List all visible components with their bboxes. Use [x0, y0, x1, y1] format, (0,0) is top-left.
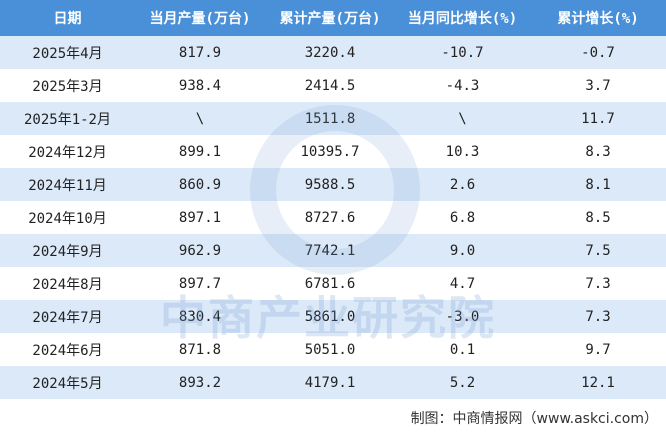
table-cell: 0.1: [449, 341, 476, 358]
table-cell: 2024年7月: [0, 300, 135, 333]
table-cell: 10.3: [445, 143, 480, 160]
table-cell: 8.1: [530, 168, 666, 201]
table-cell: -4.3: [445, 77, 480, 94]
table-cell: 2024年12月: [28, 144, 107, 161]
header-cell: 日期: [0, 0, 135, 36]
table-cell: \: [135, 102, 265, 135]
table-cell: 2025年3月: [32, 78, 103, 95]
header-cell: 当月产量(万台): [135, 0, 265, 36]
table-cell: 2024年6月: [32, 342, 103, 359]
table-cell: 8.3: [585, 143, 611, 160]
table-cell: 2024年10月: [28, 210, 107, 227]
table-cell: 5051.0: [304, 341, 356, 358]
table-cell: 4179.1: [265, 366, 395, 399]
table-cell: 830.4: [135, 300, 265, 333]
table-row: 2025年3月 938.4 2414.5 -4.3 3.7: [0, 69, 666, 102]
table-cell: 9.7: [585, 341, 611, 358]
table-cell: 817.9: [135, 36, 265, 69]
table-cell: 6.8: [449, 209, 476, 226]
table-cell: 5861.0: [265, 300, 395, 333]
table-body: 2025年4月 817.9 3220.4 -10.7 -0.7 2025年3月 938.4 2…: [0, 36, 666, 399]
watermark: 中商产业研究院: [160, 291, 496, 345]
table-row: 2024年8月 897.7 6781.6 4.7 7.3: [0, 267, 666, 300]
table-row: 2025年4月 817.9 3220.4 -10.7 -0.7: [0, 36, 666, 69]
table-cell: 12.1: [530, 366, 666, 399]
table-cell: 2024年8月: [32, 276, 103, 293]
table-row: 2024年9月 962.9 7742.1 9.0 7.5: [0, 234, 666, 267]
table-cell: \: [395, 102, 530, 135]
table-cell: 3220.4: [265, 36, 395, 69]
data-table: 日期 当月产量(万台) 累计产量(万台) 当月同比增长(%) 累计增长(%) 2025年…: [0, 0, 666, 399]
table-cell: -10.7: [395, 36, 530, 69]
table-cell: 7.5: [530, 234, 666, 267]
table-row: 2024年7月 830.4 5861.0 -3.0 7.3: [0, 300, 666, 333]
table-cell: 9.0: [395, 234, 530, 267]
header-cell: 累计增长(%): [530, 0, 666, 36]
header-cell: 累计产量(万台): [265, 0, 395, 36]
table-cell: 2024年9月: [0, 234, 135, 267]
table-cell: 938.4: [178, 77, 222, 94]
table-cell: 2414.5: [304, 77, 356, 94]
table-cell: 7.3: [585, 275, 611, 292]
table-cell: 2024年5月: [0, 366, 135, 399]
table-cell: 897.1: [178, 209, 222, 226]
table-cell: -0.7: [530, 36, 666, 69]
table-cell: 2024年11月: [0, 168, 135, 201]
table-cell: 897.7: [178, 275, 222, 292]
table-row: 2024年6月 871.8 5051.0 0.1 9.7: [0, 333, 666, 366]
watermark-logo: [250, 105, 420, 275]
table-row: 2024年5月 893.2 4179.1 5.2 12.1: [0, 366, 666, 399]
footer: 制图：中商情报网（www.askci.com）: [410, 411, 658, 427]
table-cell: 3.7: [585, 77, 611, 94]
table-cell: -3.0: [395, 300, 530, 333]
header-row: 日期 当月产量(万台) 累计产量(万台) 当月同比增长(%) 累计增长(%): [0, 0, 666, 36]
table-cell: 860.9: [135, 168, 265, 201]
table-cell: 4.7: [449, 275, 476, 292]
table-cell: 893.2: [135, 366, 265, 399]
table-cell: 6781.6: [304, 275, 356, 292]
table-cell: 2025年1-2月: [0, 102, 135, 135]
table-cell: 871.8: [178, 341, 222, 358]
header-cell: 当月同比增长(%): [395, 0, 530, 36]
table-cell: 7.3: [530, 300, 666, 333]
table-cell: 5.2: [395, 366, 530, 399]
table-cell: 8.5: [585, 209, 611, 226]
table-cell: 962.9: [135, 234, 265, 267]
table-cell: 2025年4月: [0, 36, 135, 69]
table-cell: 11.7: [530, 102, 666, 135]
table-cell: 899.1: [178, 143, 222, 160]
